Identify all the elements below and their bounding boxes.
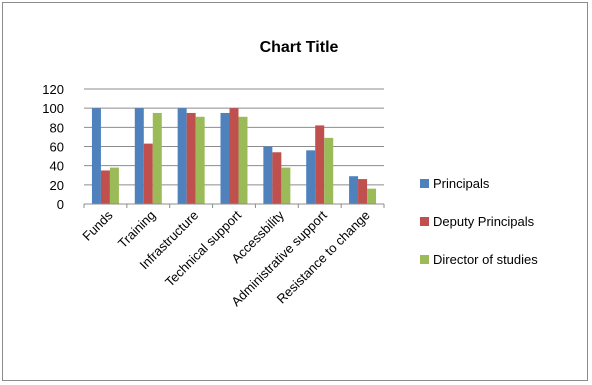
legend-swatch-0 — [420, 179, 429, 188]
y-tick-label: 100 — [42, 101, 64, 116]
legend-swatch-1 — [420, 217, 429, 226]
legend-label-1: Deputy Principals — [433, 214, 535, 229]
bar-2-4 — [281, 167, 291, 204]
bar-0-6 — [349, 176, 359, 204]
legend: Principals Deputy Principals Director of s… — [420, 176, 538, 267]
bar-0-2 — [177, 108, 187, 204]
bar-1-4 — [272, 152, 282, 204]
bar-2-2 — [195, 116, 205, 204]
bar-2-0 — [109, 167, 119, 204]
category-label: Technical support — [162, 207, 244, 289]
category-label: Funds — [79, 207, 116, 244]
y-tick-label: 120 — [42, 82, 64, 97]
bar-2-1 — [152, 112, 162, 204]
bar-1-6 — [358, 179, 368, 204]
y-tick-label: 60 — [50, 140, 64, 155]
bar-2-3 — [238, 116, 248, 204]
bar-0-1 — [134, 108, 144, 204]
bar-1-2 — [186, 112, 196, 204]
x-axis — [83, 203, 385, 208]
bar-1-5 — [315, 125, 325, 204]
category-label: Training — [115, 208, 158, 251]
bars — [91, 108, 377, 204]
legend-label-0: Principals — [433, 176, 490, 191]
legend-swatch-2 — [420, 255, 429, 264]
bar-0-5 — [306, 150, 316, 204]
bar-2-5 — [324, 137, 334, 204]
bar-1-1 — [143, 143, 153, 204]
bar-2-6 — [367, 188, 377, 204]
chart-title: Chart Title — [260, 39, 339, 56]
y-axis-ticks: 0 20 40 60 80 100 120 — [42, 82, 64, 212]
bar-0-3 — [220, 112, 230, 204]
bar-1-3 — [229, 108, 239, 204]
y-tick-label: 20 — [50, 178, 64, 193]
bar-1-0 — [100, 170, 110, 204]
y-tick-label: 0 — [57, 197, 64, 212]
y-tick-label: 40 — [50, 159, 64, 174]
bar-0-0 — [91, 108, 101, 204]
bar-0-4 — [263, 146, 273, 204]
legend-label-2: Director of studies — [433, 252, 538, 267]
y-tick-label: 80 — [50, 120, 64, 135]
